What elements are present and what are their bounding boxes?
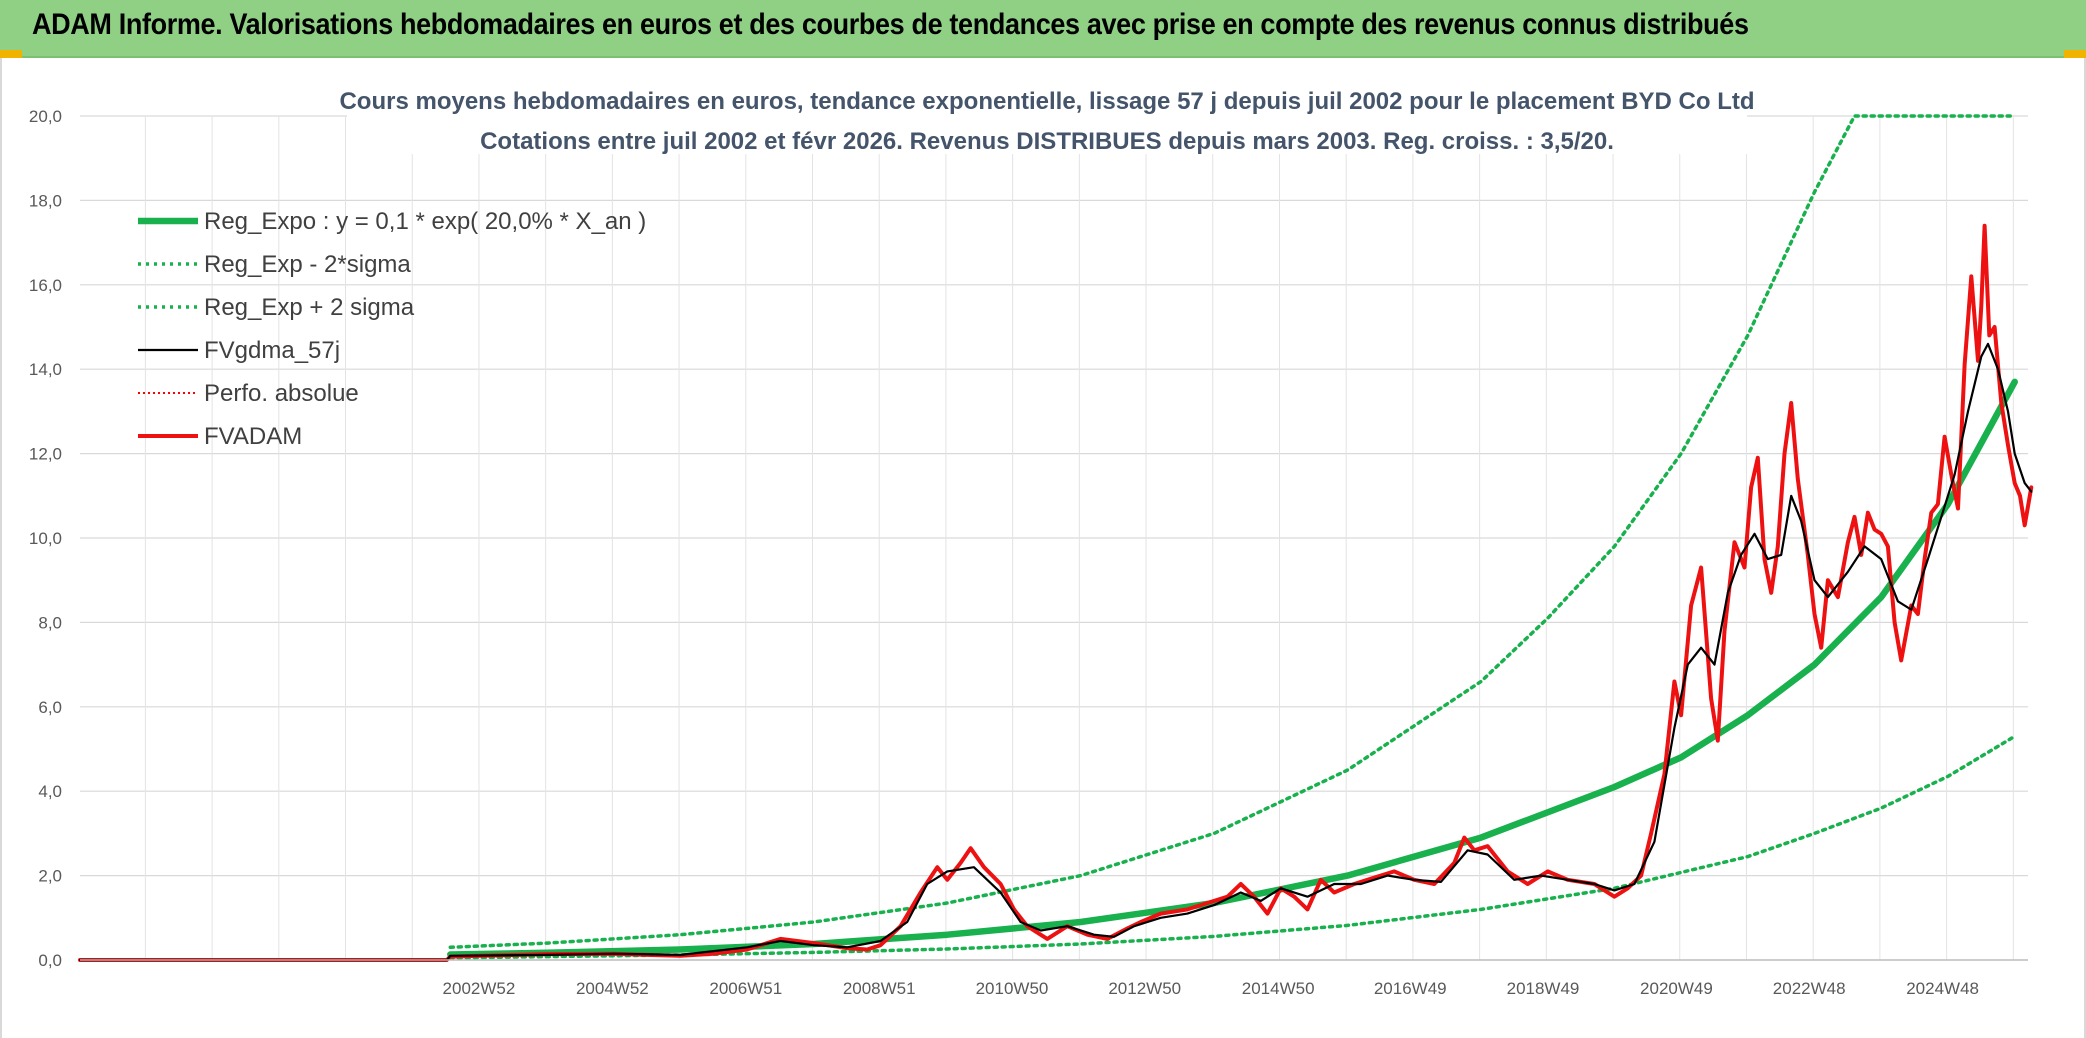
x-axis: 2002W52 2004W52 2006W51 2008W51 2010W50 2012W…: [80, 959, 2028, 998]
header-corner-right: [2064, 50, 2086, 58]
x-tick-label: 2018W49: [1507, 979, 1580, 998]
series-line-0: [447, 378, 2018, 958]
x-tick-label: 2024W48: [1906, 979, 1979, 998]
x-tick-label: 2006W51: [709, 979, 782, 998]
x-tick-label: 2014W50: [1242, 979, 1315, 998]
x-tick-label: 2012W50: [1108, 979, 1181, 998]
y-tick-label: 16,0: [29, 276, 62, 295]
x-tick-label: 2022W48: [1773, 979, 1846, 998]
legend-entry: Perfo. absolue: [204, 380, 359, 407]
x-tick-label: 2020W49: [1640, 979, 1713, 998]
x-tick-label: 2010W50: [976, 979, 1049, 998]
legend-entry: Reg_Exp + 2 sigma: [204, 294, 415, 321]
series-line-2: [448, 114, 2017, 950]
legend-entry: Reg_Exp - 2*sigma: [204, 251, 411, 278]
y-tick-label: 10,0: [29, 529, 62, 548]
y-tick-label: 2,0: [38, 867, 62, 886]
header-title: ADAM Informe. Valorisations hebdomadaire…: [32, 8, 1749, 41]
chart-title: Cours moyens hebdomadaires en euros, ten…: [339, 88, 1754, 115]
header-corner-left: [0, 50, 22, 58]
x-tick-label: 2004W52: [576, 979, 649, 998]
y-tick-label: 18,0: [29, 191, 62, 210]
x-tick-label: 2008W51: [843, 979, 916, 998]
y-axis: 0,0 2,0 4,0 6,0 8,0 10,0 12,0 14,0 16,0 18,0 20,0: [29, 107, 62, 970]
title-background: [347, 78, 1747, 154]
y-tick-label: 4,0: [38, 782, 62, 801]
legend: Reg_Expo : y = 0,1 * exp( 20,0% * X_an )…: [138, 208, 646, 450]
chart-frame: Cours moyens hebdomadaires en euros, ten…: [0, 58, 2086, 1038]
chart: Cours moyens hebdomadaires en euros, ten…: [29, 78, 2034, 998]
series-line-5: [78, 223, 2034, 962]
series-line-1: [448, 734, 2017, 960]
series-line-3: [78, 342, 2033, 962]
chart-subtitle: Cotations entre juil 2002 et févr 2026. …: [480, 128, 1614, 155]
chart-title-block: Cours moyens hebdomadaires en euros, ten…: [339, 78, 1755, 155]
y-tick-label: 12,0: [29, 445, 62, 464]
y-tick-label: 8,0: [38, 613, 62, 632]
grid: [80, 115, 2028, 961]
y-tick-label: 20,0: [29, 107, 62, 126]
header-bar: ADAM Informe. Valorisations hebdomadaire…: [0, 0, 2086, 58]
legend-entry: FVADAM: [204, 423, 302, 450]
y-tick-label: 0,0: [38, 951, 62, 970]
series: [78, 114, 2034, 962]
legend-entry: FVgdma_57j: [204, 337, 340, 364]
y-tick-label: 6,0: [38, 698, 62, 717]
y-tick-label: 14,0: [29, 360, 62, 379]
x-tick-label: 2002W52: [443, 979, 516, 998]
legend-entry: Reg_Expo : y = 0,1 * exp( 20,0% * X_an ): [204, 208, 646, 235]
x-tick-label: 2016W49: [1374, 979, 1447, 998]
